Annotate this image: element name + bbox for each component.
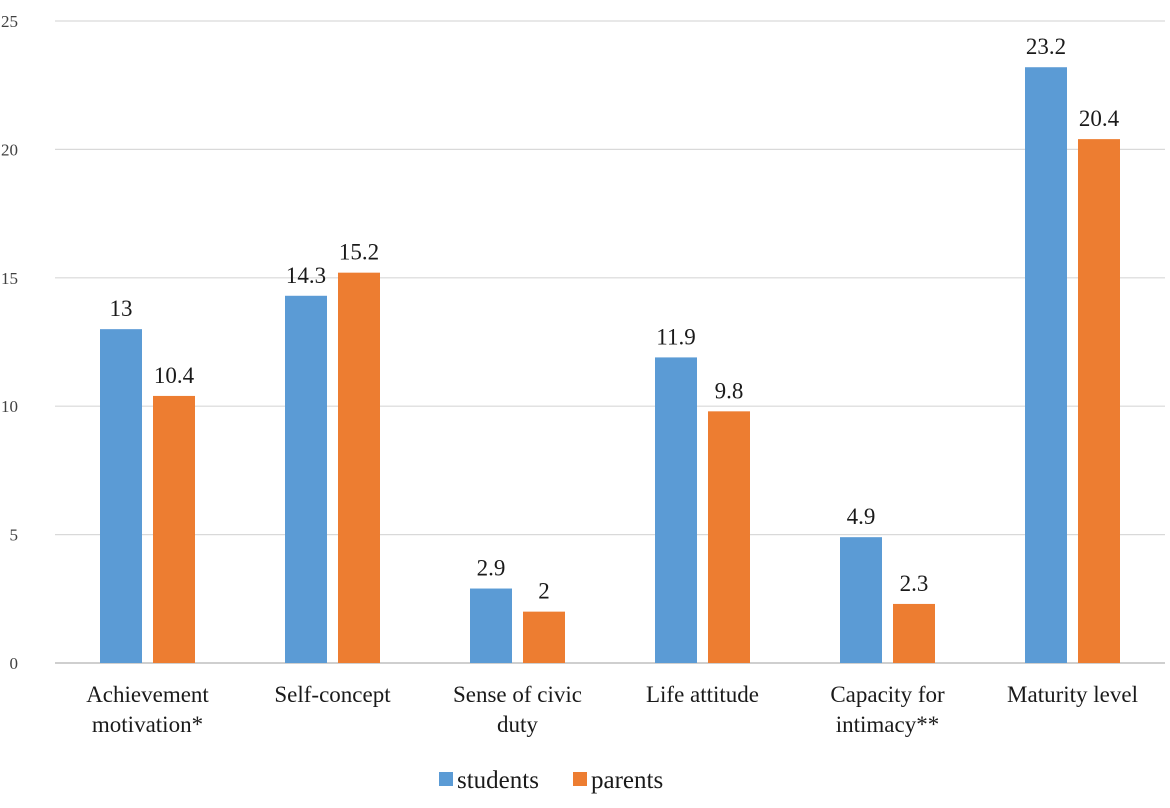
bar-students (100, 329, 142, 663)
x-category-label: Self-concept (274, 682, 391, 707)
data-label-parents: 2.3 (900, 571, 929, 596)
data-label-students: 14.3 (286, 263, 326, 288)
data-label-parents: 15.2 (339, 240, 379, 265)
legend-label-students: students (457, 767, 539, 794)
y-tick-label: 15 (1, 269, 18, 288)
x-category-label: Capacity for (830, 682, 945, 707)
data-label-parents: 2 (538, 579, 550, 604)
x-category-label: Sense of civic (453, 682, 582, 707)
x-category-label: intimacy** (836, 712, 939, 737)
bar-parents (153, 395, 195, 663)
y-tick-label: 10 (1, 397, 18, 416)
bar-parents (523, 611, 565, 663)
x-category-label: Maturity level (1007, 682, 1138, 707)
bar-students (840, 537, 882, 663)
legend-label-parents: parents (591, 767, 663, 794)
y-tick-label: 0 (10, 654, 19, 673)
data-labels: 13 10.4 14.3 15.2 2.9 2 11.9 9.8 4.9 2.3 23.2 20.4 (110, 34, 1120, 603)
data-label-students: 11.9 (656, 324, 695, 349)
data-label-parents: 9.8 (715, 378, 744, 403)
bar-parents (893, 603, 935, 663)
data-label-students: 2.9 (477, 556, 506, 581)
x-category-label: Life attitude (646, 682, 759, 707)
bar-parents (1078, 139, 1120, 664)
y-tick-label: 5 (10, 526, 19, 545)
bar-parents (708, 411, 750, 663)
bar-students (655, 357, 697, 663)
x-category-label: motivation* (92, 712, 203, 737)
legend-swatch-students (439, 772, 453, 786)
x-axis-category-labels: Achievement motivation* Self-concept Sense … (86, 682, 1138, 737)
y-axis-tick-labels: 0 5 10 15 20 25 (1, 12, 18, 673)
x-category-label: duty (497, 712, 538, 737)
bars (100, 67, 1120, 664)
data-label-parents: 10.4 (154, 363, 195, 388)
data-label-students: 23.2 (1026, 34, 1066, 59)
y-tick-label: 20 (1, 140, 18, 159)
legend-swatch-parents (573, 772, 587, 786)
y-tick-label: 25 (1, 12, 18, 31)
bar-students (285, 295, 327, 663)
x-category-label: Achievement (86, 682, 209, 707)
bar-students (1025, 67, 1067, 663)
bar-parents (338, 272, 380, 663)
gridlines (55, 20, 1165, 664)
bar-students (470, 588, 512, 663)
data-label-students: 13 (110, 296, 133, 321)
data-label-students: 4.9 (847, 504, 876, 529)
legend: students parents (439, 767, 663, 794)
data-label-parents: 20.4 (1079, 106, 1120, 131)
